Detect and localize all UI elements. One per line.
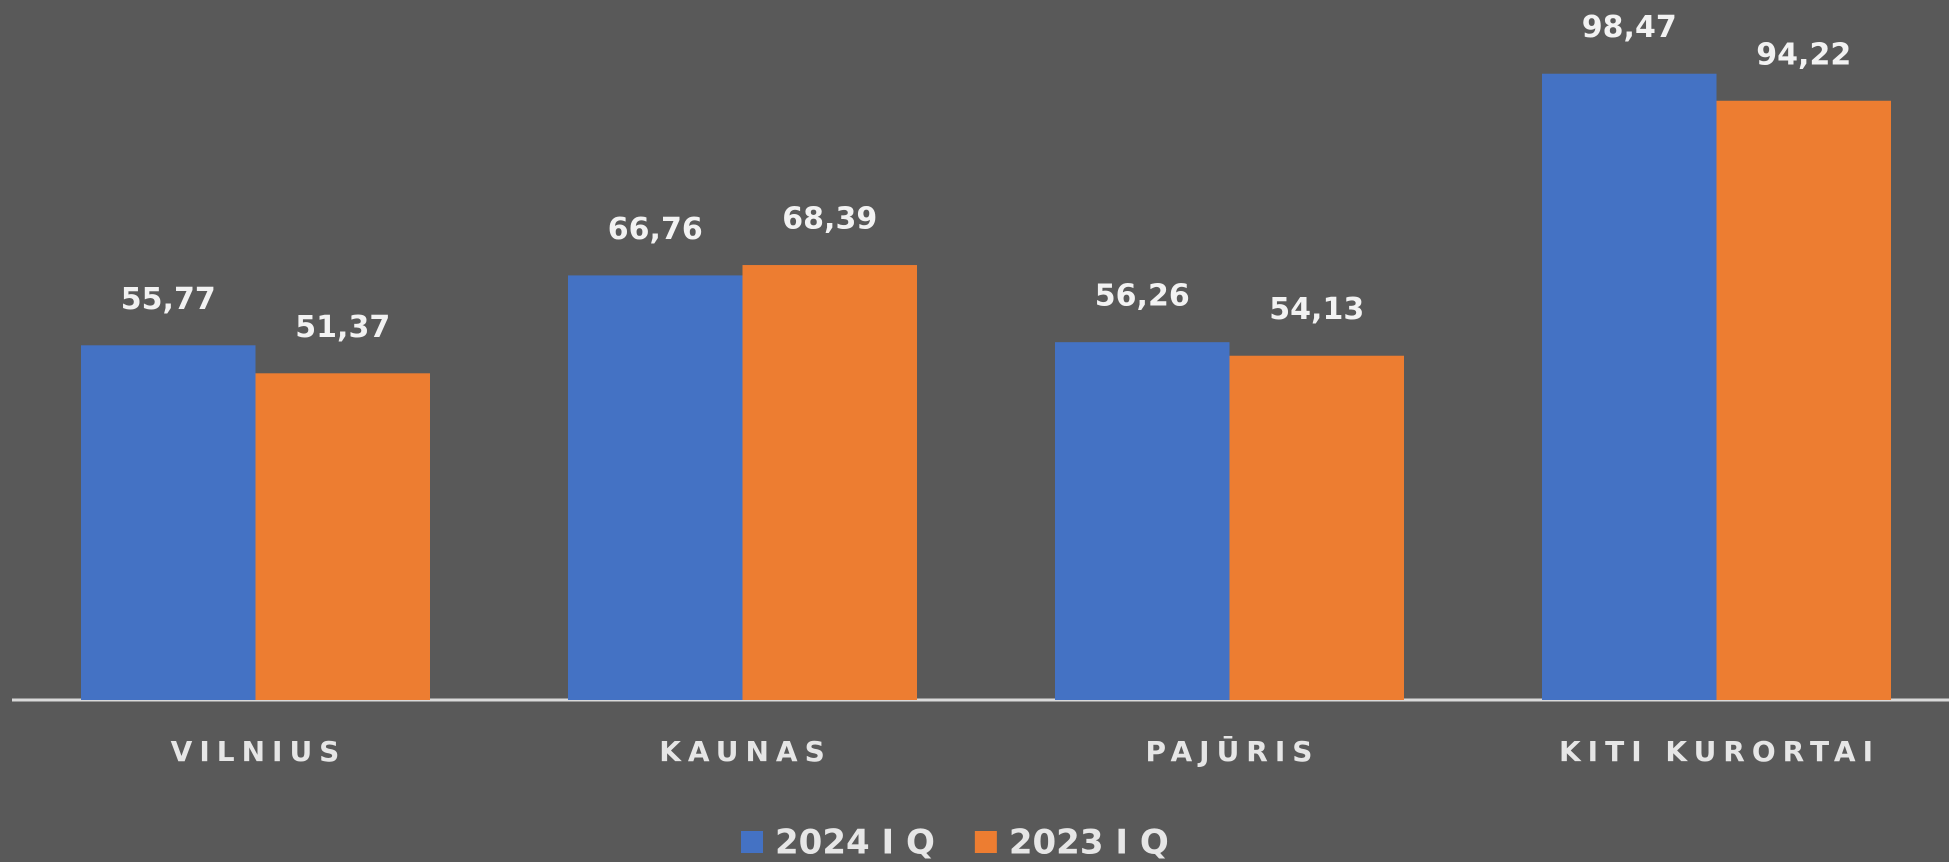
legend-swatch <box>741 831 763 853</box>
legend-label: 2024 I Q <box>775 823 935 862</box>
x-tick-label: VILNIUS <box>171 735 347 768</box>
bar <box>1055 342 1230 700</box>
legend-swatch <box>974 831 997 853</box>
x-tick-label: PAJŪRIS <box>1146 734 1320 768</box>
data-label: 54,13 <box>1269 292 1364 327</box>
data-label: 98,47 <box>1582 10 1677 45</box>
bar <box>1542 73 1717 701</box>
data-label: 68,39 <box>782 202 877 237</box>
data-label: 55,77 <box>121 282 216 317</box>
bar <box>742 265 917 700</box>
bar <box>568 275 743 700</box>
bar <box>81 345 256 700</box>
bar <box>255 373 430 700</box>
data-label: 51,37 <box>295 310 390 345</box>
x-tick-label: KAUNAS <box>659 735 832 768</box>
data-label: 56,26 <box>1095 279 1190 314</box>
legend-label: 2023 I Q <box>1009 823 1169 862</box>
data-label: 94,22 <box>1756 37 1851 72</box>
data-label: 66,76 <box>608 212 703 247</box>
x-tick-label: KITI KURORTAI <box>1559 735 1880 768</box>
bar <box>1716 100 1891 700</box>
bar <box>1229 355 1404 700</box>
